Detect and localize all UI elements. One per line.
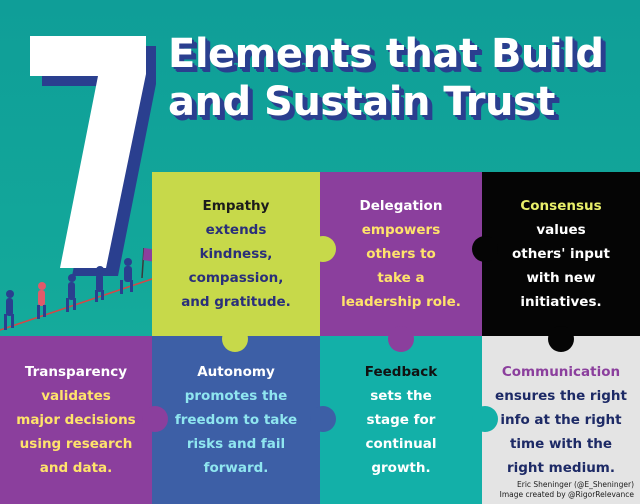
page-title: Elements that Build and Sustain Trust: [168, 30, 638, 126]
tile-body-line: major decisions: [16, 412, 136, 428]
puzzle-knob: [142, 406, 168, 432]
credit-author: Eric Sheninger (@E_Sheninger): [517, 480, 634, 489]
tile-body-line: sets the: [370, 388, 432, 404]
climber-figures: [4, 290, 14, 330]
credit: Eric Sheninger (@E_Sheninger) Image crea…: [500, 480, 634, 500]
tile-heading: Consensus: [520, 198, 602, 214]
tile-body-line: freedom to take: [174, 412, 298, 428]
tile-empathy: Empathy extends kindness, compassion, an…: [152, 172, 320, 336]
puzzle-knob: [310, 236, 336, 262]
tile-body-line: continual: [365, 436, 437, 452]
tile-body-line: promotes the: [184, 388, 288, 404]
puzzle-knob: [222, 326, 248, 352]
tile-feedback: Feedback sets the stage for continual gr…: [320, 336, 482, 504]
tile-body-line: take a: [377, 270, 425, 286]
puzzle-knob: [548, 326, 574, 352]
tile-body-line: with new: [526, 270, 596, 286]
tile-heading: Autonomy: [197, 364, 275, 380]
tile-body-line: extends: [205, 222, 267, 238]
tile-body-line: time with the: [509, 436, 613, 452]
big-seven: 7: [6, 6, 156, 276]
tile-heading: Transparency: [24, 364, 128, 380]
tile-body-line: info at the right: [500, 412, 622, 428]
tile-body-line: others to: [366, 246, 436, 262]
tile-body-line: using research: [19, 436, 133, 452]
title-line-1: Elements that Build: [168, 31, 604, 77]
tile-body-line: and gratitude.: [181, 294, 291, 310]
tile-transparency: Transparency validates major decisions u…: [0, 336, 152, 504]
puzzle-knob: [472, 406, 498, 432]
tile-body-line: risks and fail: [186, 436, 286, 452]
tile-body-line: stage for: [366, 412, 436, 428]
tile-heading: Delegation: [359, 198, 443, 214]
tile-body-line: and data.: [39, 460, 113, 476]
tile-delegation: Delegation empowers others to take a lea…: [320, 172, 482, 336]
tile-body-line: leadership role.: [341, 294, 461, 310]
tile-body-line: forward.: [203, 460, 269, 476]
tile-body-line: ensures the right: [495, 388, 627, 404]
puzzle-knob: [388, 326, 414, 352]
tile-body-line: kindness,: [199, 246, 273, 262]
tile-body-line: compassion,: [188, 270, 284, 286]
puzzle-knob: [310, 406, 336, 432]
big-seven-number: 7: [6, 6, 7, 7]
climbers-illustration: [0, 247, 158, 331]
tile-body-line: initiatives.: [520, 294, 602, 310]
tile-consensus: Consensus values others' input with new …: [482, 172, 640, 336]
tile-body-line: growth.: [371, 460, 431, 476]
credit-creator: Image created by @RigorRelevance: [499, 490, 634, 499]
tile-heading: Empathy: [202, 198, 270, 214]
tile-body-line: validates: [41, 388, 111, 404]
puzzle-knob: [472, 236, 498, 262]
tile-body-line: others' input: [512, 246, 610, 262]
tile-body-line: empowers: [361, 222, 441, 238]
title-line-2: and Sustain Trust: [168, 79, 555, 125]
tile-communication: Communication ensures the right info at …: [482, 336, 640, 504]
tile-heading: Feedback: [364, 364, 438, 380]
tile-heading: Communication: [501, 364, 621, 380]
tile-body-line: values: [536, 222, 586, 238]
tile-body-line: right medium.: [506, 460, 616, 476]
tile-autonomy: Autonomy promotes the freedom to take ri…: [152, 336, 320, 504]
